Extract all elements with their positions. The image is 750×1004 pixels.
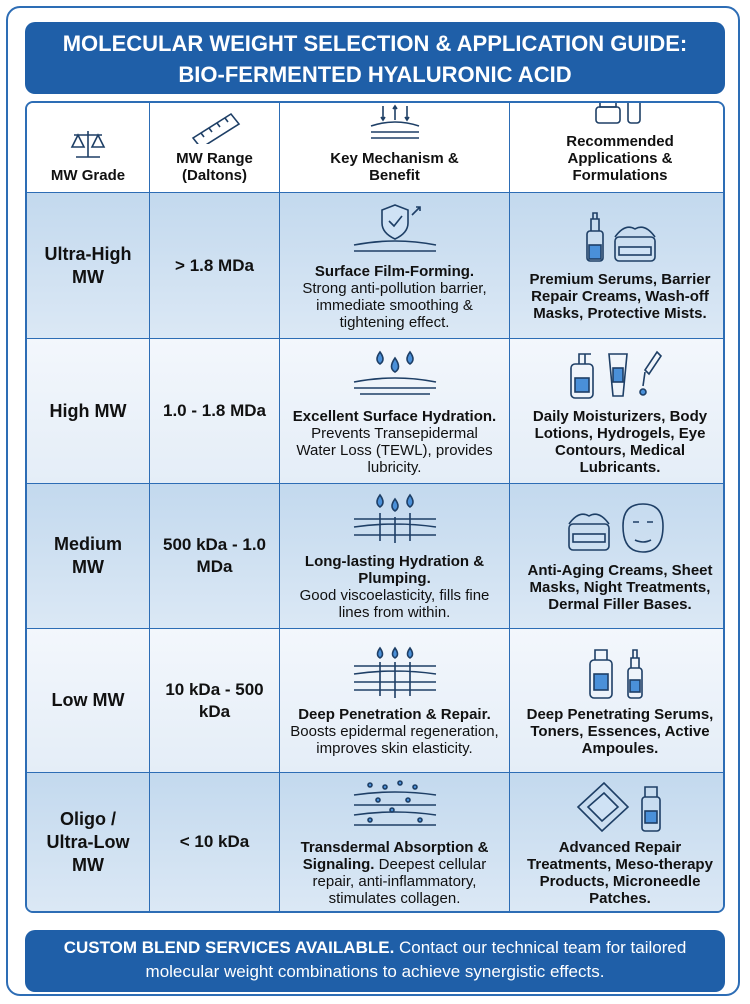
products-icon — [595, 103, 641, 124]
applications-text: Premium Serums, Barrier Repair Creams, W… — [529, 271, 711, 322]
mw-range: 500 kDa - 1.0 MDa — [150, 484, 280, 629]
column-label: MW Range (Daltons) — [176, 150, 253, 184]
mw-grade: Medium MW — [27, 484, 150, 629]
applications-text: Daily Moisturizers, Body Lotions, Hydrog… — [532, 408, 708, 476]
applications: Advanced Repair Treatments, Meso-therapy… — [510, 773, 723, 911]
footer: CUSTOM BLEND SERVICES AVAILABLE. Contact… — [25, 930, 725, 992]
mw-grade: High MW — [27, 339, 150, 484]
mechanism-title: Long-lasting Hydration & Plumping. — [304, 553, 485, 587]
bottles-icon — [570, 350, 663, 399]
mw-range: 10 kDa - 500 kDa — [150, 629, 280, 773]
mechanism-text: Deep Penetration & Repair. Boosts epiderm… — [290, 706, 499, 757]
applications: Daily Moisturizers, Body Lotions, Hydrog… — [510, 339, 723, 484]
mw-range: > 1.8 MDa — [150, 193, 280, 339]
penetration-icon — [353, 646, 436, 698]
cream-mask-icon — [568, 502, 664, 553]
footer-text: Contact our technical team for tailored … — [145, 938, 687, 981]
mw-grade: Low MW — [27, 629, 150, 773]
mechanism-text: Excellent Surface Hydration. Prevents Tra… — [290, 408, 499, 476]
mechanism-detail: Strong anti-pollution barrier, immediate… — [302, 279, 487, 331]
header: MOLECULAR WEIGHT SELECTION & APPLICATION… — [25, 22, 725, 94]
mw-range: < 10 kDa — [150, 773, 280, 911]
scale-icon — [70, 131, 106, 158]
mechanism-detail: Boosts epidermal regeneration, improves … — [290, 723, 499, 757]
applications-text: Advanced Repair Treatments, Meso-therapy… — [527, 839, 713, 907]
applications: Deep Penetrating Serums, Toners, Essence… — [510, 629, 723, 773]
mechanism: Deep Penetration & Repair. Boosts epiderm… — [280, 629, 510, 773]
mechanism-title: Deep Penetration & Repair. — [298, 706, 491, 723]
applications-text: Deep Penetrating Serums, Toners, Essence… — [526, 706, 714, 757]
mw-range: 1.0 - 1.8 MDa — [150, 339, 280, 484]
column-label: MW Grade — [50, 167, 126, 184]
mechanism-detail: Deepest cellular repair, anti-inflammato… — [312, 856, 487, 907]
mechanism-detail: Prevents Transepidermal Water Loss (TEWL… — [296, 425, 493, 476]
plumping-icon — [353, 493, 436, 543]
column-header: Key Mechanism & Benefit — [280, 103, 510, 193]
applications: Premium Serums, Barrier Repair Creams, W… — [510, 193, 723, 339]
mechanism-text: Surface Film-Forming. Strong anti-polluti… — [290, 263, 499, 331]
ruler-icon — [191, 112, 240, 144]
column-header: MW Range (Daltons) — [150, 103, 280, 193]
applications-text: Anti-Aging Creams, Sheet Masks, Night Tr… — [527, 561, 713, 613]
mechanism-title: Transdermal Absorption & Signaling. — [300, 839, 489, 873]
absorption-icon — [353, 780, 436, 826]
serum-cream-icon — [586, 212, 656, 262]
footer-bold: CUSTOM BLEND SERVICES AVAILABLE. — [63, 938, 395, 957]
mechanism-detail: Good viscoelasticity, fills fine lines f… — [299, 587, 490, 621]
mechanism: Transdermal Absorption & Signaling. Deep… — [280, 773, 510, 911]
column-label: Key Mechanism & Benefit — [330, 150, 459, 184]
shield-icon — [353, 203, 436, 252]
column-header: MW Grade — [27, 103, 150, 193]
title-line: MOLECULAR WEIGHT SELECTION & APPLICATION… — [62, 31, 688, 56]
table: MW Grade MW Range (Daltons) Key Mechanis… — [25, 101, 725, 913]
applications: Anti-Aging Creams, Sheet Masks, Night Tr… — [510, 484, 723, 629]
mechanism-text: Transdermal Absorption & Signaling. Deep… — [290, 839, 499, 907]
mechanism: Excellent Surface Hydration. Prevents Tra… — [280, 339, 510, 484]
mechanism: Surface Film-Forming. Strong anti-polluti… — [280, 193, 510, 339]
column-header: Recommended Applications & Formulations — [510, 103, 723, 193]
mechanism-text: Long-lasting Hydration & Plumping. Good v… — [290, 553, 499, 621]
mw-grade: Oligo / Ultra-Low MW — [27, 773, 150, 911]
droplets-icon — [353, 350, 436, 395]
mechanism-title: Excellent Surface Hydration. — [292, 408, 497, 425]
mechanism: Long-lasting Hydration & Plumping. Good v… — [280, 484, 510, 629]
skin-icon — [370, 104, 419, 139]
patch-ampoule-icon — [576, 781, 661, 833]
mw-grade: Ultra-High MW — [27, 193, 150, 339]
title-line: BIO-FERMENTED HYALURONIC ACID — [178, 62, 572, 87]
serum-bottles-icon — [589, 649, 643, 699]
page-frame — [6, 6, 740, 996]
mechanism-title: Surface Film-Forming. — [314, 262, 475, 280]
column-label: Recommended Applications & Formulations — [566, 133, 674, 184]
